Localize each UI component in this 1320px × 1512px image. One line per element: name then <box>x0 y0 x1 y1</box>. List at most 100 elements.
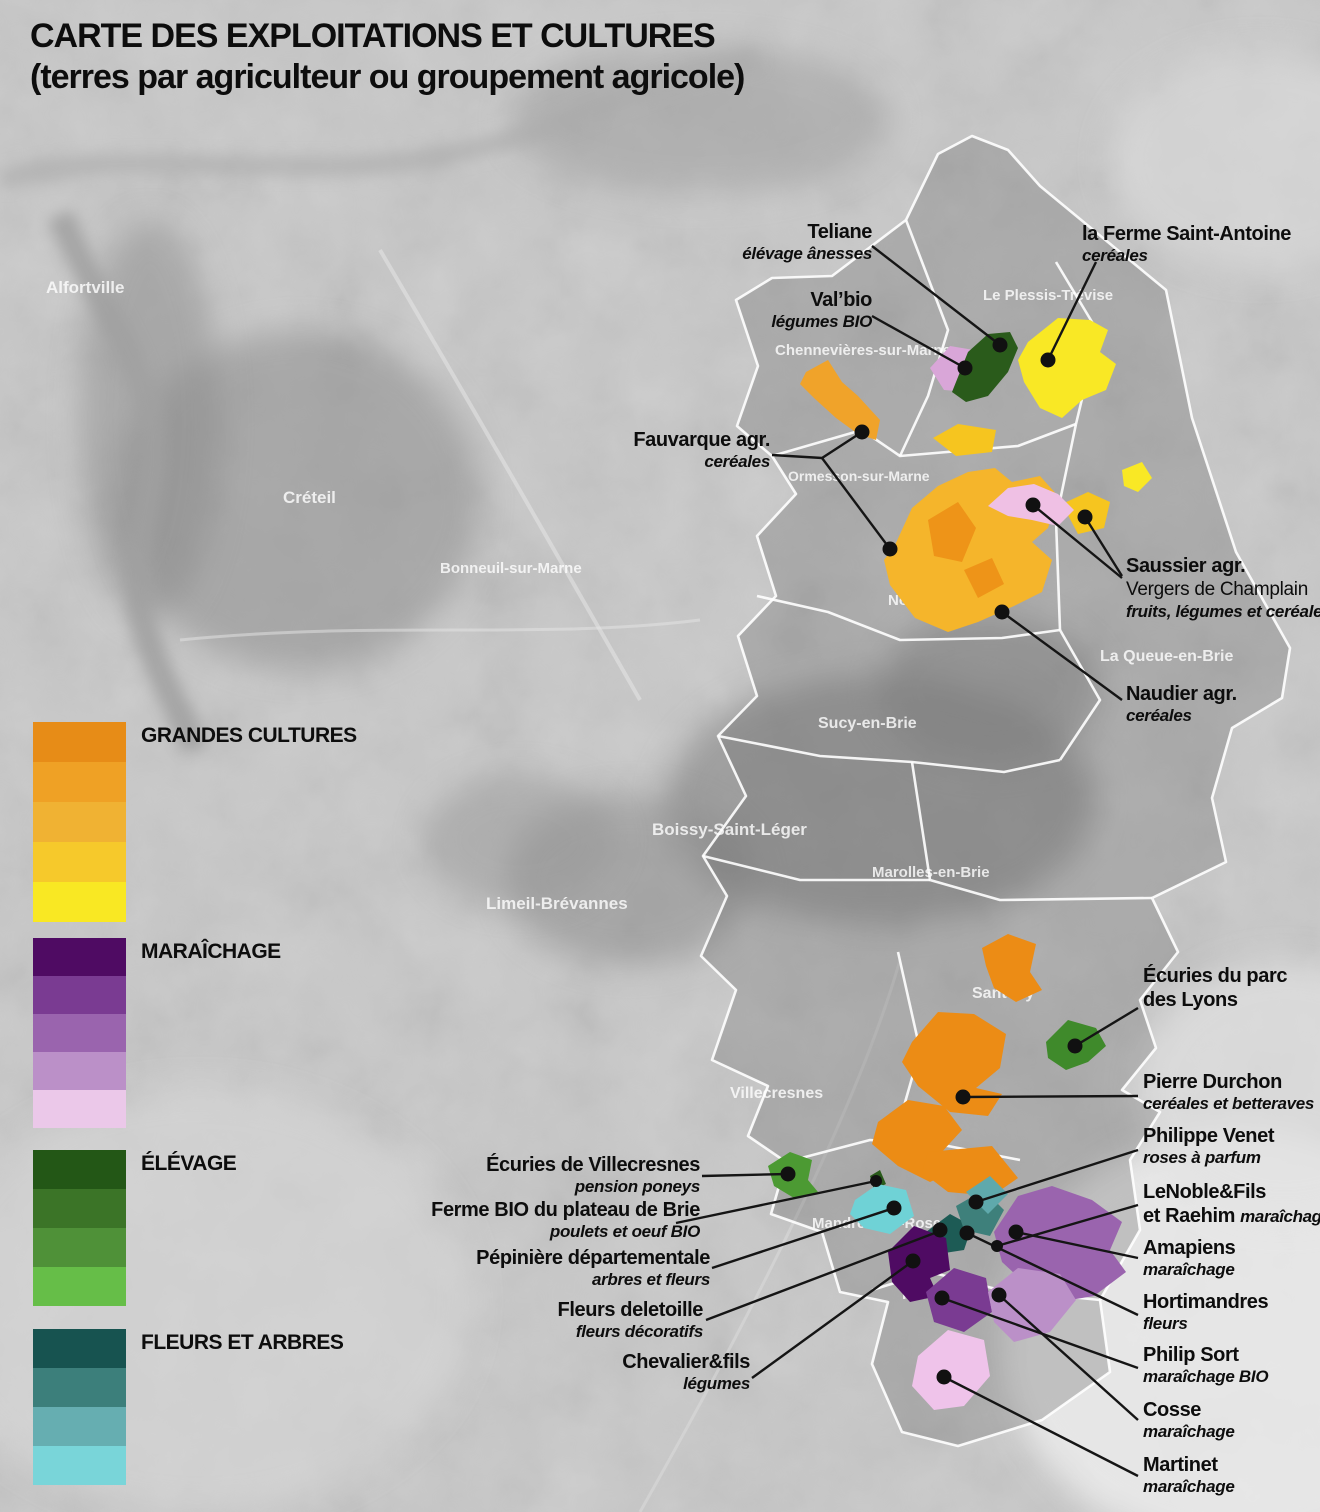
dot-fauvarque-2 <box>882 541 898 557</box>
legend-swatch <box>33 1014 126 1052</box>
dot-naudier <box>994 604 1010 620</box>
city-label: Bonneuil-sur-Marne <box>440 560 582 577</box>
dot-valbio <box>957 360 973 376</box>
dot-fleurs-deletoille <box>932 1222 948 1238</box>
parcel-saussier-inner <box>928 502 976 562</box>
parcel-st-antoine <box>1018 318 1116 418</box>
legend-swatches <box>33 1329 126 1485</box>
legend-swatch <box>33 1228 126 1267</box>
city-label: Chennevières-sur-Marne <box>775 342 951 359</box>
page-title: CARTE DES EXPLOITATIONS ET CULTURES (ter… <box>30 16 745 99</box>
dot-amapiens <box>1008 1224 1024 1240</box>
parcel-saussier-inner <box>964 558 1004 598</box>
farm-label-ecuries-villecresnes: Écuries de Villecresnes pension poneys <box>486 1154 700 1197</box>
dot-ferme-bio <box>870 1175 882 1187</box>
river-marne <box>0 50 761 190</box>
legend-title: ÉLÉVAGE <box>141 1152 237 1175</box>
parcel-durchon <box>902 1012 1006 1116</box>
dot-ecuries-lyons <box>1067 1038 1083 1054</box>
legend-swatches <box>33 722 126 922</box>
farm-label-fauvarque: Fauvarque agr. ceréales <box>633 429 770 472</box>
city-label: Le Plessis-Trévise <box>983 287 1113 304</box>
dot-saussier-2 <box>1077 509 1093 525</box>
legend-swatch <box>33 722 126 762</box>
parcel-philip-sort <box>926 1268 992 1332</box>
farm-label-philippe-venet: Philippe Venet roses à parfum <box>1143 1125 1275 1168</box>
parcel-yellow-small <box>1122 462 1152 492</box>
farm-label-chevalier: Chevalier&fils légumes <box>622 1351 750 1394</box>
dot-saussier <box>1025 497 1041 513</box>
dot-st-antoine <box>1040 352 1056 368</box>
dot-durchon <box>955 1089 971 1105</box>
legend-swatch <box>33 1189 126 1228</box>
city-label: Créteil <box>283 488 336 507</box>
farm-label-saussier: Saussier agr. Vergers de Champlain fruit… <box>1126 555 1320 621</box>
legend-swatch <box>33 938 126 976</box>
farm-label-hortimandres: Hortimandres fleurs <box>1143 1291 1269 1334</box>
page-title-line1: CARTE DES EXPLOITATIONS ET CULTURES <box>30 17 716 55</box>
farm-label-pepiniere: Pépinière départementale arbres et fleur… <box>476 1247 710 1290</box>
farm-label-ferme-bio: Ferme BIO du plateau de Brie poulets et … <box>431 1199 700 1242</box>
dot-cosse <box>991 1287 1007 1303</box>
farm-label-lenoble-raehim: LeNoble&Fils et Raehim maraîchage <box>1143 1181 1320 1228</box>
river-seine <box>47 210 208 755</box>
city-label: Marolles-en-Brie <box>872 864 990 881</box>
farm-label-ferme-saint-antoine: la Ferme Saint-Antoine ceréales <box>1082 223 1292 266</box>
legend-swatch <box>33 1150 126 1189</box>
farm-label-amapiens: Amapiens maraîchage <box>1143 1237 1236 1280</box>
parcel-gold-small <box>933 424 996 456</box>
city-label: Sucy-en-Brie <box>818 715 917 732</box>
legend-swatches <box>33 1150 126 1306</box>
legend-title: MARAÎCHAGE <box>141 940 281 963</box>
road <box>378 248 642 701</box>
parcel-dots <box>780 337 1093 1385</box>
legend-swatch <box>33 842 126 882</box>
legend-swatch <box>33 1329 126 1368</box>
dot-chevalier <box>905 1253 921 1269</box>
city-label: Boissy-Saint-Léger <box>652 820 807 839</box>
legend-title: FLEURS ET ARBRES <box>141 1331 344 1354</box>
legend-title: GRANDES CULTURES <box>141 724 357 747</box>
parcel-venet <box>966 1176 1008 1214</box>
legend-swatch <box>33 882 126 922</box>
dot-pepiniere <box>886 1200 902 1216</box>
city-label: La Queue-en-Brie <box>1100 648 1233 665</box>
farm-label-teliane: Teliane élévage ânesses <box>742 221 872 264</box>
legend-swatch <box>33 762 126 802</box>
legend-swatch <box>33 1407 126 1446</box>
city-label: Alfortville <box>46 278 124 297</box>
dot-lenoble <box>991 1240 1003 1252</box>
dot-teliane <box>992 337 1008 353</box>
leader-lines <box>675 245 1139 1478</box>
legend-swatch <box>33 802 126 842</box>
legend-swatch <box>33 1267 126 1306</box>
dot-martinet <box>936 1369 952 1385</box>
dot-fauvarque <box>854 424 870 440</box>
dot-ecuries-villecresnes <box>780 1166 796 1182</box>
farm-label-cosse: Cosse maraîchage <box>1143 1399 1235 1442</box>
dot-venet <box>968 1194 984 1210</box>
legend-swatch <box>33 1090 126 1128</box>
dot-philip-sort <box>934 1290 950 1306</box>
parcel-santeny-orange <box>982 934 1042 1002</box>
legend-swatches <box>33 938 126 1128</box>
legend-swatch <box>33 976 126 1014</box>
city-label: Villecresnes <box>730 1085 823 1102</box>
city-label: Limeil-Brévannes <box>486 894 628 913</box>
farm-label-valbio: Val’bio légumes BIO <box>771 289 872 332</box>
road <box>179 618 701 642</box>
parcel-fauvarque <box>800 360 880 440</box>
legend-swatch <box>33 1368 126 1407</box>
legend-swatch <box>33 1446 126 1485</box>
dot-hortimandres <box>959 1225 975 1241</box>
farm-label-pierre-durchon: Pierre Durchon ceréales et betteraves <box>1143 1071 1315 1114</box>
parcel-pepiniere <box>850 1184 914 1234</box>
farm-label-martinet: Martinet maraîchage <box>1143 1454 1235 1497</box>
city-label: Ormesson-sur-Marne <box>788 468 930 484</box>
farm-label-ecuries-lyons: Écuries du parc des Lyons <box>1143 965 1288 1012</box>
farm-label-fleurs-deletoille: Fleurs deletoille fleurs décoratifs <box>557 1299 704 1342</box>
road <box>638 959 902 1512</box>
